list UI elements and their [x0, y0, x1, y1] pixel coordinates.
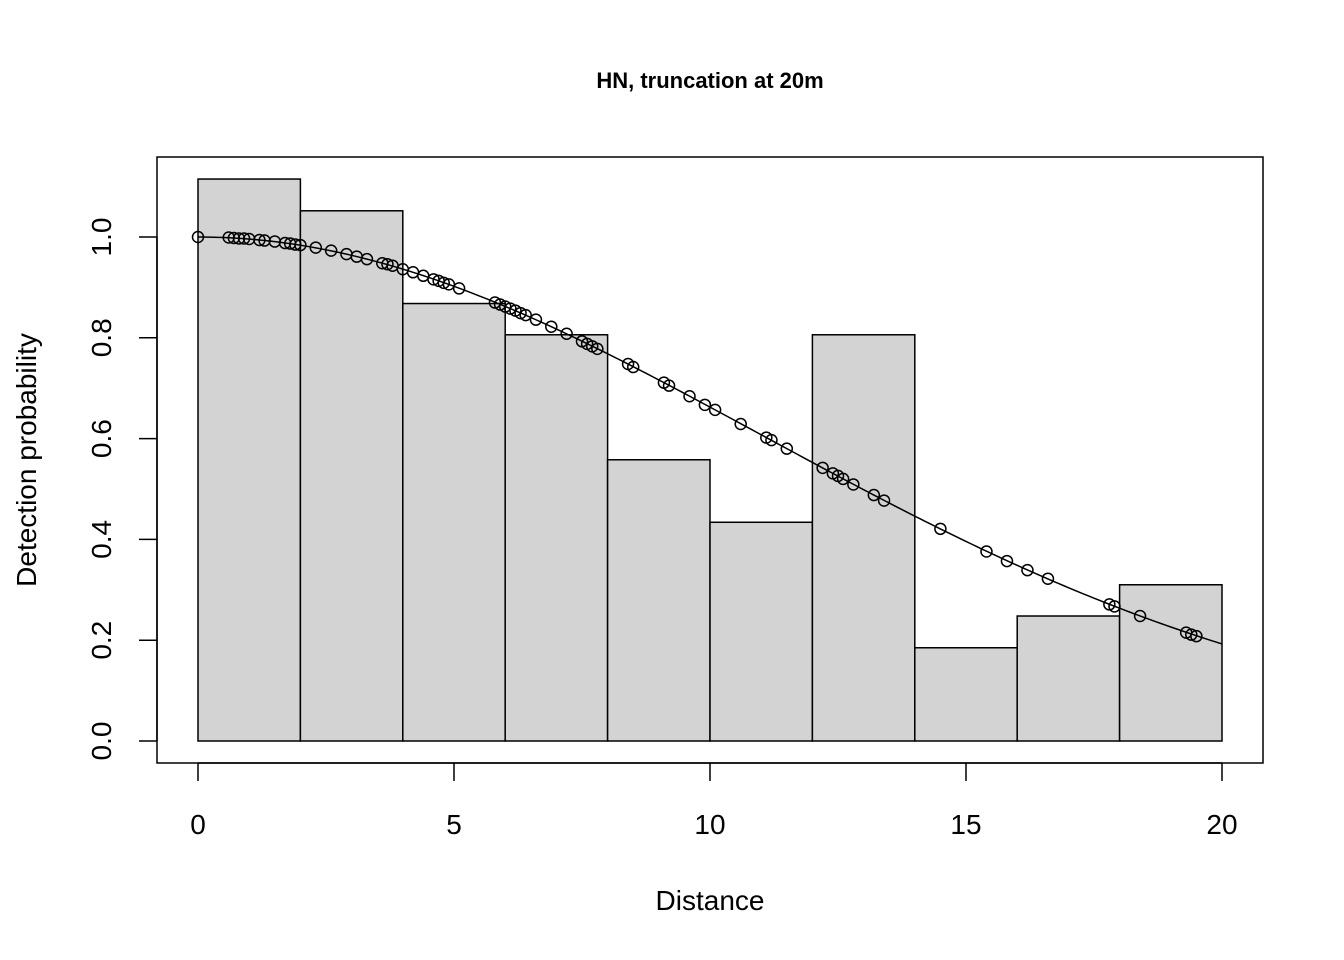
observation-point	[934, 522, 947, 536]
histogram-bar	[606, 459, 711, 742]
observation-point	[560, 327, 573, 341]
observation-point	[1108, 600, 1121, 613]
observation-point	[734, 417, 747, 431]
observation-point	[1021, 563, 1034, 577]
observation-point	[437, 276, 451, 290]
observation-point	[324, 244, 338, 257]
y-tick-label: 0.8	[86, 318, 117, 357]
observation-point	[519, 308, 532, 322]
observation-point	[452, 282, 466, 295]
observation-point	[381, 257, 394, 271]
histogram-bar	[504, 334, 609, 742]
x-tick-label: 5	[446, 809, 462, 840]
histogram-bar	[811, 334, 916, 742]
observation-points	[191, 230, 1203, 643]
histogram-bar	[402, 302, 506, 742]
y-tick-label: 0.6	[86, 419, 117, 458]
x-axis-label: Distance	[656, 885, 765, 916]
observation-point	[1190, 629, 1203, 643]
x-tick-label: 0	[190, 809, 206, 840]
observation-point	[191, 230, 205, 244]
observation-point	[1185, 628, 1198, 641]
histogram-bar	[914, 647, 1018, 742]
observation-point	[529, 313, 543, 326]
observation-point	[1041, 572, 1055, 585]
observation-point	[1133, 609, 1147, 623]
observation-point	[836, 472, 850, 486]
observation-point	[289, 238, 302, 251]
x-tick-label: 15	[950, 809, 981, 840]
histogram-bars	[197, 178, 1223, 742]
y-tick-label: 0.0	[86, 722, 117, 761]
histogram-bar	[197, 178, 302, 742]
x-tick-label: 20	[1206, 809, 1237, 840]
observation-point	[867, 488, 881, 502]
histogram-bar	[1016, 615, 1121, 742]
histogram-bar	[299, 210, 404, 742]
observation-point	[708, 403, 722, 417]
observation-point	[662, 379, 676, 392]
histogram-bar	[709, 521, 814, 742]
y-tick-label: 0.2	[86, 621, 117, 660]
observation-point	[698, 398, 712, 412]
observation-point	[1000, 554, 1014, 568]
x-tick-label: 10	[694, 809, 725, 840]
observation-point	[765, 433, 778, 447]
observation-point	[545, 320, 558, 333]
y-axis-label: Detection probability	[11, 333, 42, 587]
observation-point	[626, 360, 640, 374]
observation-point	[683, 390, 696, 403]
observation-point	[980, 545, 993, 558]
x-axis: 0 5 10 15 20	[190, 762, 1238, 840]
y-axis: 0.0 0.2 0.4 0.6 0.8 1.0	[86, 218, 158, 761]
observation-point	[816, 461, 829, 475]
y-tick-label: 1.0	[86, 218, 117, 257]
observation-point	[294, 238, 307, 252]
y-tick-label: 0.4	[86, 520, 117, 559]
observation-point	[309, 241, 323, 254]
observation-point	[253, 233, 266, 247]
observation-point	[780, 442, 794, 455]
chart-title: HN, truncation at 20m	[596, 68, 823, 93]
observation-point	[360, 252, 374, 266]
observation-point	[847, 478, 860, 491]
observation-point	[877, 494, 891, 507]
observation-point	[591, 342, 604, 356]
histogram-bar	[1118, 584, 1223, 742]
observation-point	[237, 232, 251, 245]
